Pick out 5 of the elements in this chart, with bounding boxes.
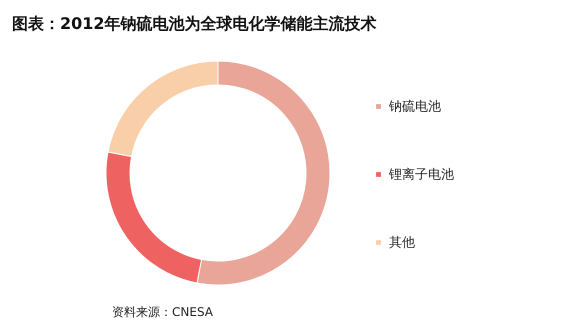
legend-label: 其他 [389,236,415,250]
chart-title: 图表：2012年钠硫电池为全球电化学储能主流技术 [12,14,377,33]
text: 资料来源：CNESA [112,305,214,319]
legend-label: 锂离子电池 [388,166,454,182]
legend-label: 钠硫电池 [388,100,441,114]
